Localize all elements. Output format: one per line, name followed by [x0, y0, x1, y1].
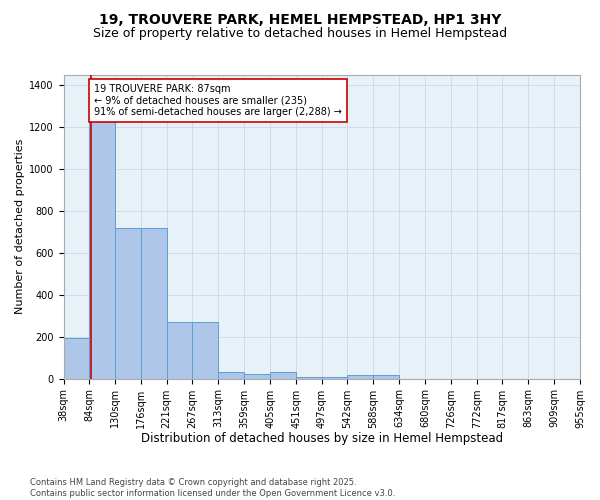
- Bar: [89, 98, 115, 378]
- Bar: [218, 372, 244, 378]
- Bar: [64, 338, 89, 378]
- Text: Contains HM Land Registry data © Crown copyright and database right 2025.
Contai: Contains HM Land Registry data © Crown c…: [30, 478, 395, 498]
- Bar: [296, 376, 322, 378]
- Bar: [141, 228, 167, 378]
- Bar: [244, 374, 270, 378]
- Text: 19 TROUVERE PARK: 87sqm
← 9% of detached houses are smaller (235)
91% of semi-de: 19 TROUVERE PARK: 87sqm ← 9% of detached…: [94, 84, 342, 117]
- X-axis label: Distribution of detached houses by size in Hemel Hempstead: Distribution of detached houses by size …: [140, 432, 503, 445]
- Bar: [270, 372, 296, 378]
- Bar: [322, 376, 348, 378]
- Bar: [115, 228, 141, 378]
- Bar: [193, 322, 218, 378]
- Y-axis label: Number of detached properties: Number of detached properties: [15, 139, 25, 314]
- Text: 19, TROUVERE PARK, HEMEL HEMPSTEAD, HP1 3HY: 19, TROUVERE PARK, HEMEL HEMPSTEAD, HP1 …: [99, 12, 501, 26]
- Bar: [347, 376, 373, 378]
- Bar: [167, 322, 193, 378]
- Text: Size of property relative to detached houses in Hemel Hempstead: Size of property relative to detached ho…: [93, 28, 507, 40]
- Bar: [373, 376, 399, 378]
